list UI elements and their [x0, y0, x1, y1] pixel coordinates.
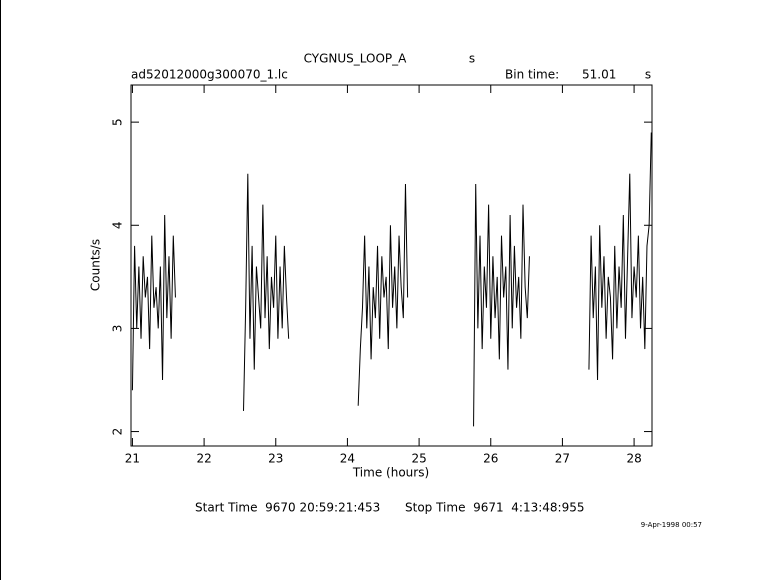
x-tick-label: 23	[268, 452, 283, 466]
annotation: s	[469, 52, 475, 66]
y-tick-label: 2	[111, 428, 125, 436]
x-tick-label: 28	[626, 452, 641, 466]
x-axis-label: Time (hours)	[352, 466, 429, 480]
annotation: Stop Time 9671 4:13:48:955	[405, 501, 584, 515]
annotation: Start Time 9670 20:59:21:453	[195, 501, 380, 515]
x-tick-label: 21	[125, 452, 140, 466]
x-tick-label: 24	[340, 452, 355, 466]
annotation: Bin time:	[505, 68, 559, 82]
x-tick-label: 26	[483, 452, 498, 466]
annotation: 9-Apr-1998 00:57	[641, 521, 702, 529]
annotation: 51.01	[582, 68, 616, 82]
x-tick-label: 27	[555, 452, 570, 466]
annotation: ad52012000g300070_1.lc	[131, 68, 288, 82]
plot-frame	[130, 84, 653, 447]
chart-title: CYGNUS_LOOP_A	[304, 52, 408, 66]
light-curve	[131, 132, 652, 427]
y-tick-label: 4	[111, 221, 125, 229]
y-axis-label: Counts/s	[89, 239, 103, 291]
annotation: s	[645, 68, 651, 82]
x-tick-label: 22	[196, 452, 211, 466]
x-tick-label: 25	[411, 452, 426, 466]
y-tick-label: 5	[111, 118, 125, 126]
y-tick-label: 3	[111, 325, 125, 333]
